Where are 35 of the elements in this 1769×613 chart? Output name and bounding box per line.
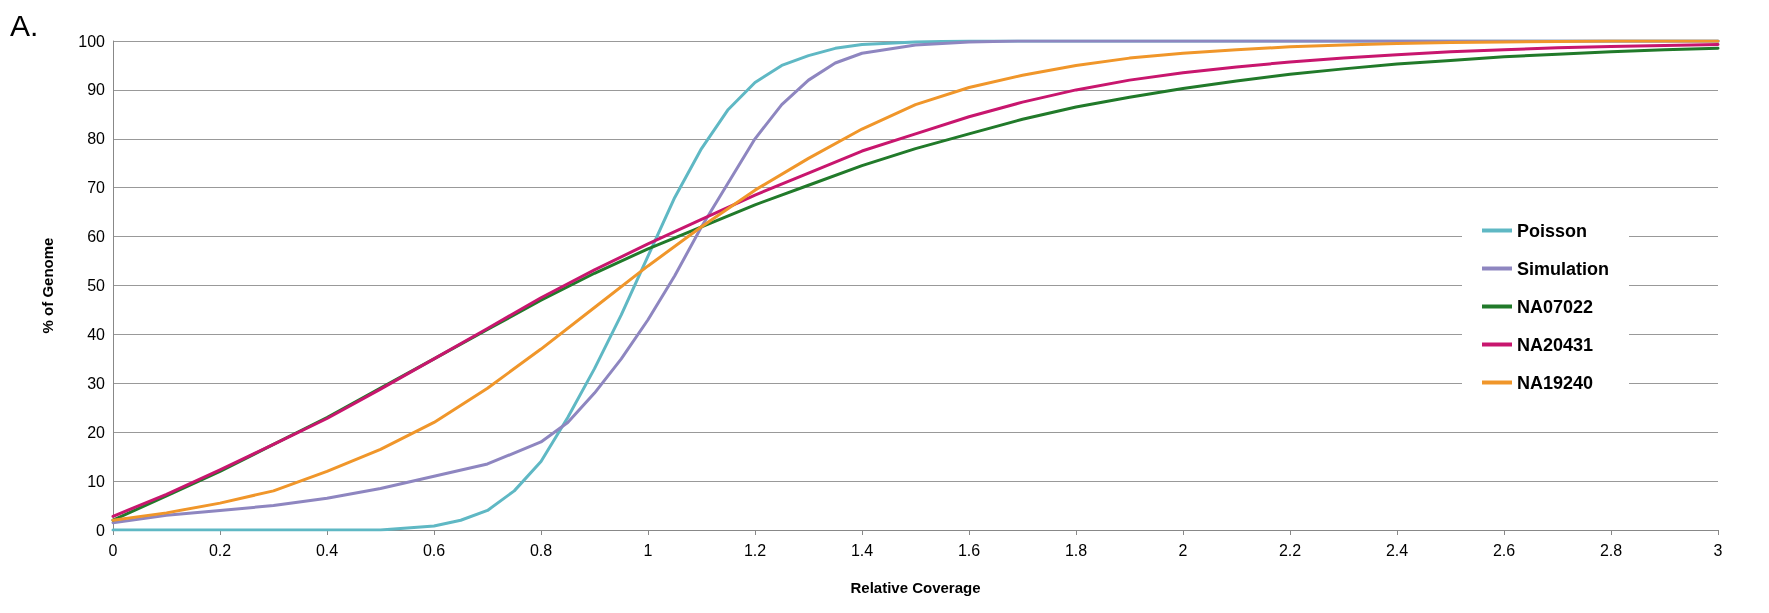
y-tick-label: 90: [87, 81, 106, 99]
x-tick-label: 3: [1713, 541, 1723, 559]
x-tick-label: 2.4: [1385, 541, 1409, 559]
legend-label: Poisson: [1517, 220, 1588, 241]
y-axis-title: % of Genome: [39, 237, 56, 334]
y-tick-label: 20: [87, 423, 106, 441]
x-tick-label: 2.2: [1278, 541, 1302, 559]
y-tick-label: 50: [87, 277, 106, 294]
y-tick-label: 100: [78, 32, 106, 50]
x-tick-label: 0.4: [315, 541, 339, 559]
legend-label: NA19240: [1517, 372, 1594, 393]
x-tick-label: 0.8: [529, 541, 553, 559]
x-tick-label: 1.6: [957, 541, 981, 559]
x-tick-label: 2.8: [1599, 541, 1623, 559]
y-tick-label: 0: [96, 521, 106, 539]
x-tick-label: 1.4: [850, 541, 874, 559]
y-tick-label: 30: [87, 374, 106, 392]
legend-label: NA20431: [1517, 334, 1594, 355]
y-tick-label: 10: [87, 472, 106, 490]
x-tick-label: 1.2: [743, 541, 767, 559]
x-axis-title: Relative Coverage: [850, 579, 981, 596]
y-tick-label: 60: [87, 228, 106, 246]
legend-label: Simulation: [1517, 258, 1610, 279]
x-tick-label: 2: [1178, 541, 1188, 559]
y-tick-label: 40: [87, 325, 106, 343]
x-tick-label: 0.6: [422, 541, 446, 559]
x-tick-label: 1: [643, 541, 653, 559]
legend-label: NA07022: [1517, 296, 1594, 317]
x-tick-label: 2.6: [1492, 541, 1516, 559]
x-tick-label: 1.8: [1064, 541, 1088, 559]
y-tick-label: 80: [87, 130, 106, 148]
chart-title: A.: [10, 8, 39, 42]
x-tick-label: 0.2: [208, 541, 232, 559]
x-tick-label: 0: [108, 541, 118, 559]
y-tick-label: 70: [87, 179, 106, 197]
